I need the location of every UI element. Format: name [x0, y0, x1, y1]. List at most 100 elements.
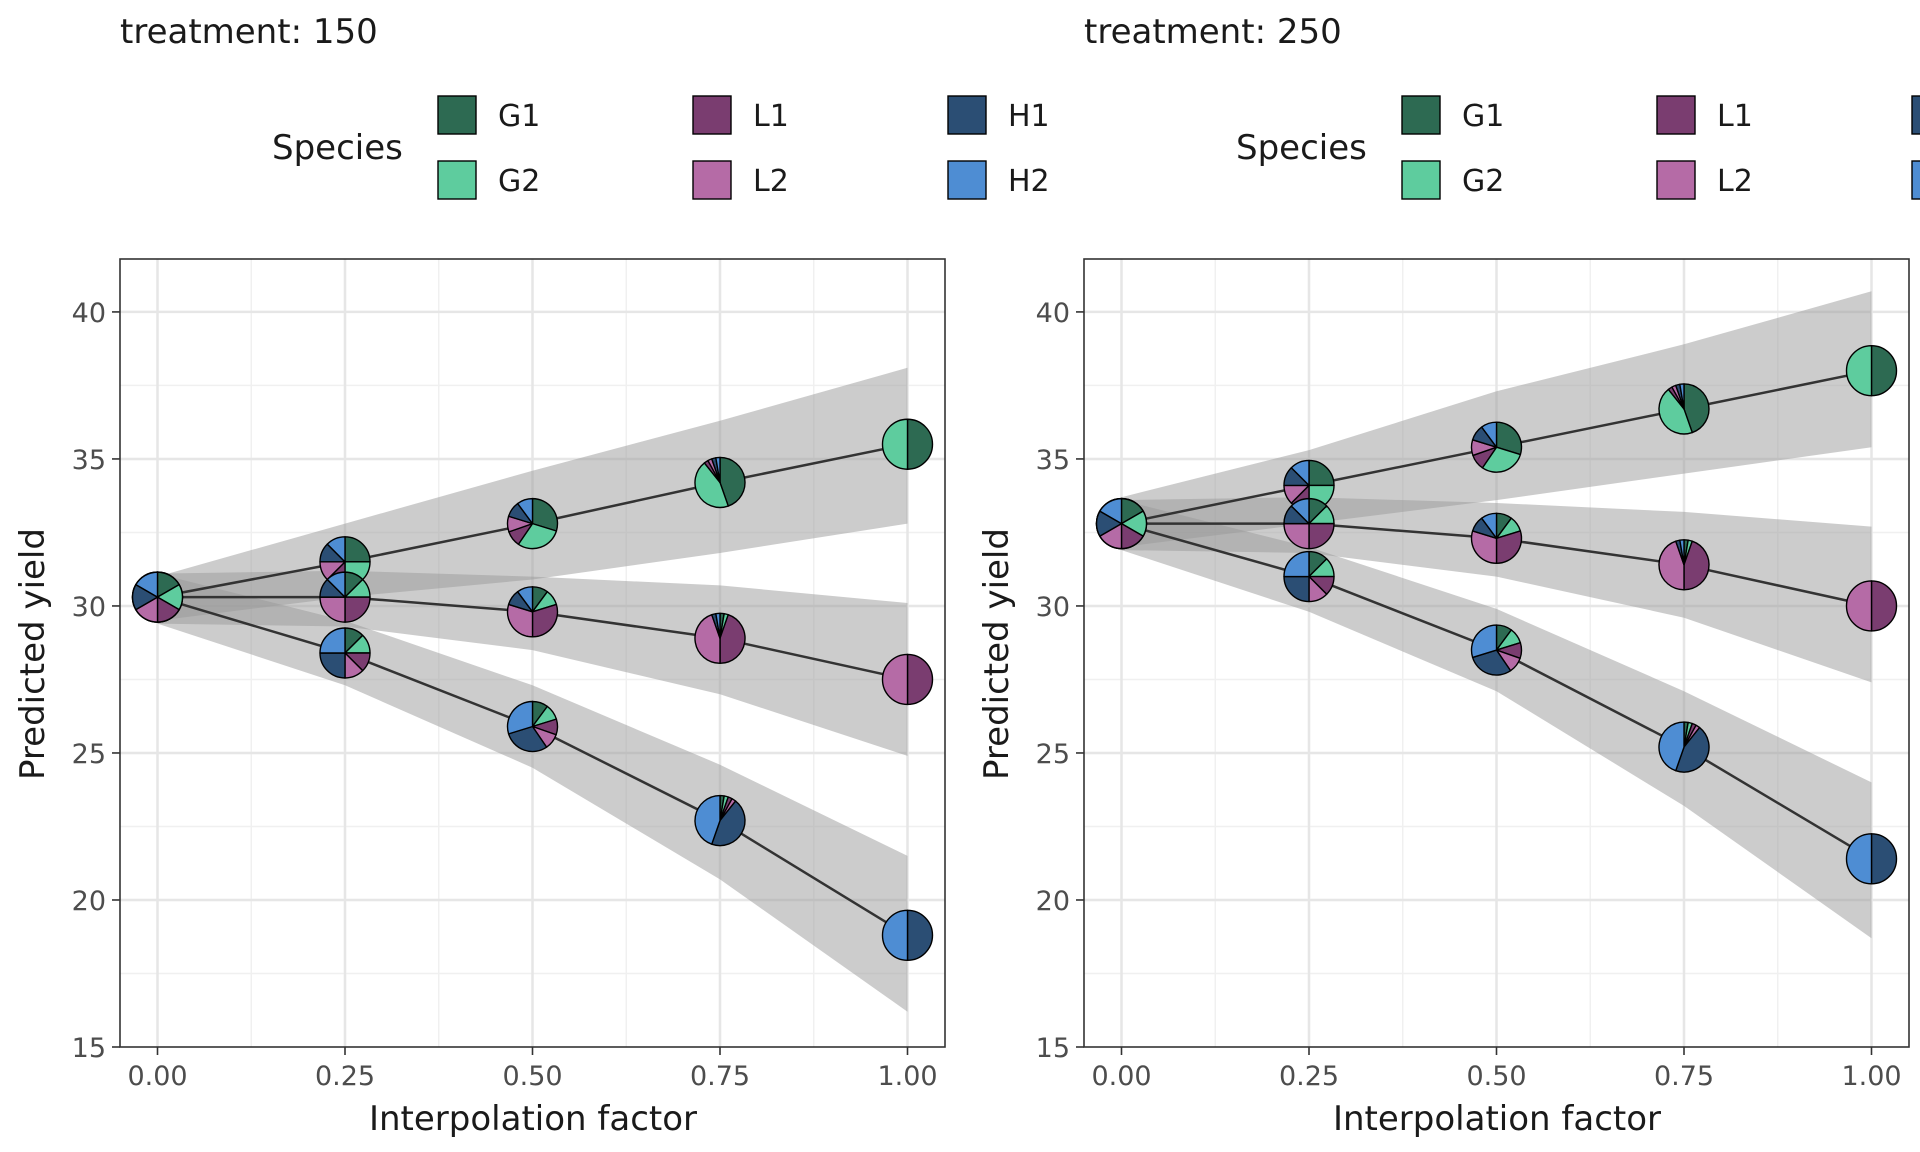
pie-slice: [507, 725, 548, 753]
x-tick-label: 0.75: [690, 1061, 750, 1092]
pie-slice: [531, 497, 559, 532]
pie-point: [1470, 421, 1523, 473]
pie-point: [1658, 721, 1710, 773]
x-axis-title: Interpolation factor: [369, 1099, 697, 1139]
pie-slice: [1845, 580, 1873, 632]
pie-point: [506, 497, 559, 550]
legend-key-h2: H2: [1911, 160, 1920, 200]
legend: Species G1 G2 L1 L2 H1 H2: [1236, 95, 1920, 200]
legend-label: G1: [498, 99, 540, 134]
y-tick-label: 40: [1036, 298, 1070, 329]
legend-label: L1: [753, 99, 789, 134]
pie-point: [1845, 580, 1898, 632]
x-tick-label: 1.00: [1841, 1061, 1901, 1092]
legend-swatch: [1401, 95, 1441, 135]
pie-slice: [1658, 388, 1693, 435]
pie-point: [1470, 624, 1523, 676]
pie-slice: [1495, 530, 1523, 565]
pie-slice: [881, 653, 909, 706]
y-tick-label: 20: [1036, 886, 1070, 917]
confidence-band: [1121, 500, 1872, 939]
pie-point: [319, 571, 371, 623]
legend-label: H1: [1008, 99, 1050, 134]
x-tick-label: 1.00: [877, 1061, 937, 1092]
pie-slice: [1870, 345, 1898, 397]
legend-swatch: [692, 95, 732, 135]
pie-slice: [1470, 624, 1498, 659]
y-tick-label: 15: [72, 1033, 106, 1064]
legend-label: L2: [1717, 164, 1753, 199]
pie-slice: [319, 627, 346, 654]
legend-swatch: [947, 95, 987, 135]
pie-slice: [1658, 721, 1685, 772]
pie-slice: [715, 612, 721, 639]
legend-title: Species: [1236, 128, 1367, 168]
pie-slice: [906, 418, 934, 470]
legend-label: L2: [753, 164, 789, 199]
y-tick-label: 25: [72, 739, 106, 770]
legend-label: G2: [498, 164, 540, 199]
confidence-band: [157, 573, 908, 1012]
pie-point: [881, 418, 934, 470]
y-tick-label: 35: [1036, 445, 1070, 476]
pie-slice: [1845, 833, 1873, 885]
pie-point: [1845, 833, 1898, 885]
x-tick-label: 0.25: [315, 1061, 375, 1092]
plot-panel: 15 20 25 30 35 40 0.00 0.25 0.50 0.75 1.00: [1036, 258, 1910, 1092]
legend-title: Species: [272, 128, 403, 168]
x-tick-label: 0.25: [1279, 1061, 1339, 1092]
pie-slice: [1480, 421, 1498, 448]
x-tick-label: 0.50: [1466, 1061, 1526, 1092]
pie-point: [1283, 497, 1335, 550]
pie-slice: [694, 462, 729, 509]
legend-swatch: [437, 160, 477, 200]
pie-slice: [1290, 459, 1310, 487]
pie-point: [881, 653, 934, 706]
legend-swatch: [947, 160, 987, 200]
legend-swatch: [1656, 160, 1696, 200]
x-tick-label: 0.75: [1654, 1061, 1714, 1092]
y-tick-label: 30: [1036, 592, 1070, 623]
pie-slice: [715, 456, 721, 484]
panel-title: treatment: 250: [1084, 12, 1342, 52]
pie-slice: [1308, 459, 1335, 487]
y-tick-label: 20: [72, 886, 106, 917]
y-tick-label: 15: [1036, 1033, 1070, 1064]
legend-key-g2: G2: [437, 160, 540, 200]
legend-key-l2: L2: [692, 160, 789, 200]
pie-slice: [1283, 522, 1310, 550]
pie-slice: [1308, 522, 1335, 550]
y-tick-label: 25: [1036, 739, 1070, 770]
pie-slice: [1679, 539, 1685, 566]
pie-slice: [1099, 497, 1123, 525]
pie-slice: [135, 571, 159, 598]
pie-slice: [517, 522, 558, 550]
pie-point: [1658, 539, 1710, 591]
legend-key-h1: H1: [947, 95, 1050, 135]
facet-panel: treatment: 150 Species G1 G2 L1 L2 H1 H2 15 20…: [13, 12, 1050, 1139]
pie-slice: [516, 497, 534, 525]
pie-slice: [711, 800, 746, 847]
legend: Species G1 G2 L1 L2 H1 H2: [272, 95, 1050, 200]
pie-slice: [506, 700, 534, 735]
legend-swatch: [437, 95, 477, 135]
pie-slice: [1683, 540, 1710, 591]
pie-slice: [1471, 649, 1512, 676]
pie-point: [694, 456, 746, 509]
legend-swatch: [1911, 95, 1920, 135]
pie-point: [319, 627, 371, 679]
pie-point: [506, 700, 559, 753]
pie-slice: [1480, 512, 1498, 540]
pie-slice: [1283, 550, 1310, 578]
pie-slice: [906, 909, 934, 961]
pie-slice: [694, 794, 721, 845]
pie-slice: [1658, 540, 1685, 591]
y-tick-label: 30: [72, 592, 106, 623]
pie-slice: [1870, 833, 1898, 885]
legend-swatch: [1911, 160, 1920, 200]
pie-point: [506, 586, 559, 638]
pie-slice: [1283, 575, 1310, 603]
legend-swatch: [692, 160, 732, 200]
pie-slice: [516, 586, 534, 613]
